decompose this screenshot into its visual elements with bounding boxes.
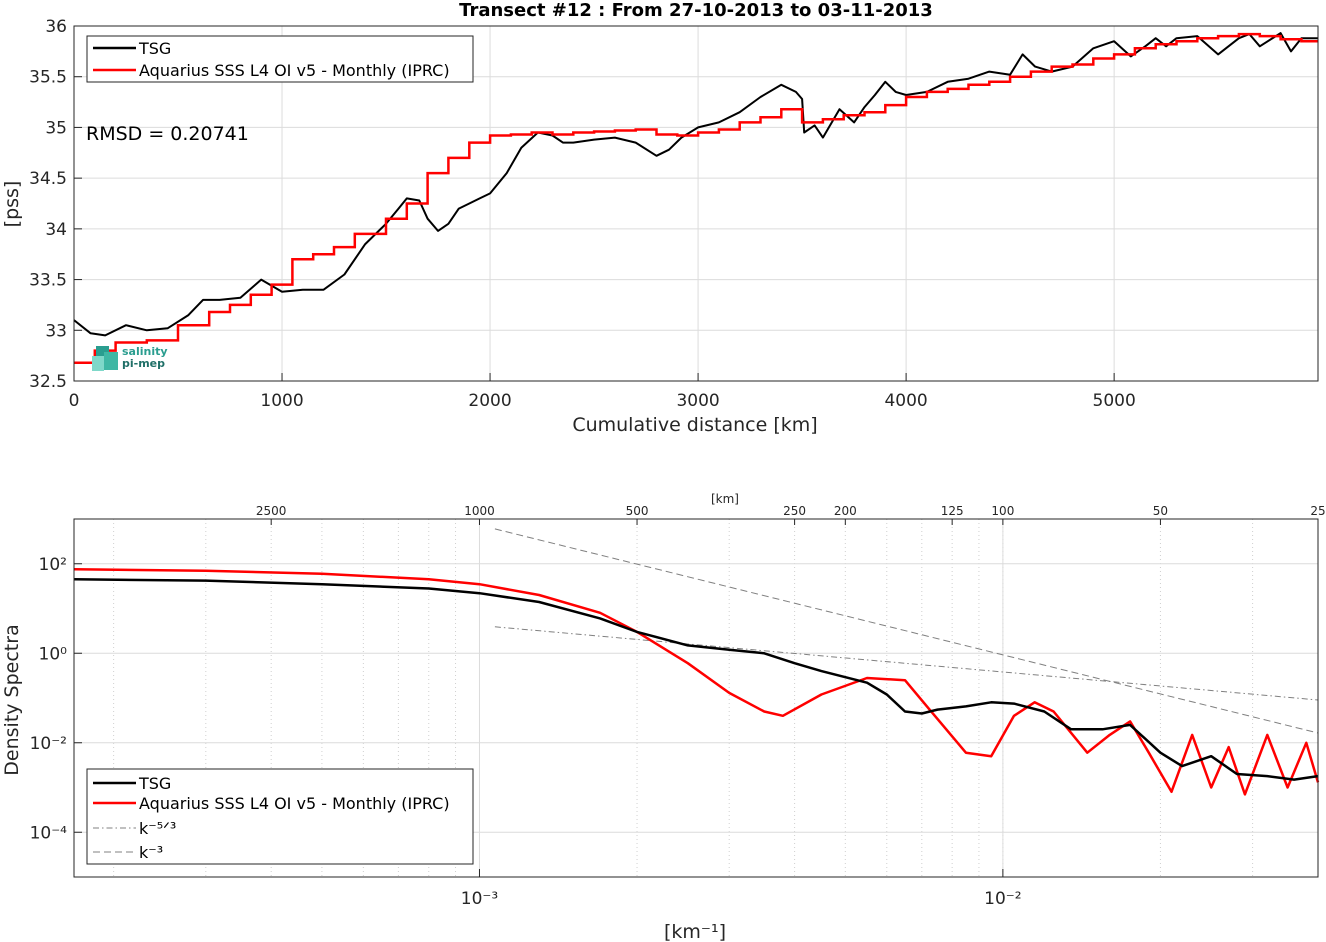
logo-block-3 xyxy=(104,352,118,370)
chart1-legend-box xyxy=(86,35,474,83)
chart2-top-tick-label: 250 xyxy=(783,504,806,518)
chart2-legend-label-tsg: TSG xyxy=(138,774,171,793)
chart2-xtick-label: 10⁻³ xyxy=(461,889,498,909)
chart1-ytick-label: 34.5 xyxy=(29,169,67,189)
chart2-xtick-label: 10⁻² xyxy=(984,889,1021,909)
chart2-top-axis-label: [km] xyxy=(711,492,739,506)
chart2-ytick-label: 10⁰ xyxy=(39,644,68,664)
chart2-series-group xyxy=(73,528,1320,796)
chart2-axes-box xyxy=(73,518,1319,878)
chart2-top-tick-label: 25 xyxy=(1310,504,1325,518)
chart1-title: Transect #12 : From 27-10-2013 to 03-11-… xyxy=(459,0,933,21)
chart1-xtick-label: 0 xyxy=(69,391,80,411)
chart2-top-tick-label: 500 xyxy=(626,504,649,518)
chart2-series-tsg xyxy=(73,578,1319,781)
chart1-ytick-label: 36 xyxy=(45,17,67,37)
chart1-ylabel: [pss] xyxy=(1,181,23,228)
logo-block-2 xyxy=(92,356,104,371)
chart2-legend-label-aquarius: Aquarius SSS L4 OI v5 - Monthly (IPRC) xyxy=(139,794,450,813)
chart2-ytick-label: 10⁻² xyxy=(30,734,67,754)
chart2-top-tick-label: 1000 xyxy=(464,504,495,518)
chart2-legend-label-k53: k⁻⁵ᐟ³ xyxy=(139,819,176,838)
chart1-legend-label-aquarius: Aquarius SSS L4 OI v5 - Monthly (IPRC) xyxy=(139,61,450,80)
chart2-top-tick-label: 200 xyxy=(834,504,857,518)
salinity-pimep-logo: salinity pi-mep xyxy=(92,345,168,371)
chart2-legend-label-k3: k⁻³ xyxy=(139,843,163,862)
chart1-ytick-label: 32.5 xyxy=(29,372,67,392)
chart1-ytick-label: 35 xyxy=(45,118,67,138)
chart1-xtick-label: 2000 xyxy=(468,391,511,411)
chart2-top-tick-label: 2500 xyxy=(256,504,287,518)
chart1-legend-label-tsg: TSG xyxy=(138,39,171,58)
chart2-series-aquarius xyxy=(73,568,1320,796)
chart1-ticks: 0 1000 2000 3000 4000 5000 32.5 33 33.5 34 34.5 35 3… xyxy=(29,17,1136,411)
chart1-axes-box xyxy=(73,25,1319,382)
chart2-ylabel: Density Spectra xyxy=(1,624,23,775)
salinity-transect-chart: Transect #12 : From 27-10-2013 to 03-11-… xyxy=(1,0,1319,436)
chart2-ticks: 10⁻³ 10⁻² 10⁻⁴ 10⁻² 10⁰ 10² 2500 1000 500 250 200 1… xyxy=(30,504,1326,909)
logo-text-pimep: pi-mep xyxy=(122,357,165,370)
chart1-xtick-label: 3000 xyxy=(676,391,719,411)
chart1-xtick-label: 1000 xyxy=(260,391,303,411)
chart2-ytick-label: 10⁻⁴ xyxy=(30,823,68,843)
chart2-top-tick-label: 125 xyxy=(941,504,964,518)
logo-block-1 xyxy=(96,346,109,356)
chart1-plot-area xyxy=(74,26,1318,381)
chart2-series-k53 xyxy=(494,626,1319,701)
chart2-ytick-label: 10² xyxy=(39,555,67,575)
chart2-top-tick-label: 100 xyxy=(991,504,1014,518)
chart2-series-k3 xyxy=(494,528,1319,734)
density-spectra-chart: 10⁻³ 10⁻² 10⁻⁴ 10⁻² 10⁰ 10² 2500 1000 500 250 200 1… xyxy=(1,492,1326,942)
chart2-legend: TSG Aquarius SSS L4 OI v5 - Monthly (IPR… xyxy=(86,768,474,865)
logo-text-salinity: salinity xyxy=(122,345,168,358)
chart1-ytick-label: 33 xyxy=(45,321,67,341)
chart1-ytick-label: 34 xyxy=(45,220,67,240)
chart1-xtick-label: 5000 xyxy=(1093,391,1136,411)
chart1-xtick-label: 4000 xyxy=(884,391,927,411)
chart1-legend: TSG Aquarius SSS L4 OI v5 - Monthly (IPR… xyxy=(86,35,474,83)
chart1-xlabel: Cumulative distance [km] xyxy=(572,414,817,436)
chart1-ytick-label: 33.5 xyxy=(29,271,67,291)
chart1-series-tsg xyxy=(73,32,1318,337)
chart1-series-aquarius xyxy=(74,32,1318,364)
chart2-top-tick-label: 50 xyxy=(1153,504,1168,518)
chart1-series-group xyxy=(73,32,1318,364)
chart1-ytick-label: 35.5 xyxy=(29,68,67,88)
chart2-xlabel: [km⁻¹] xyxy=(664,921,726,942)
rmsd-annotation: RMSD = 0.20741 xyxy=(86,123,249,145)
chart2-legend-box xyxy=(86,768,474,865)
